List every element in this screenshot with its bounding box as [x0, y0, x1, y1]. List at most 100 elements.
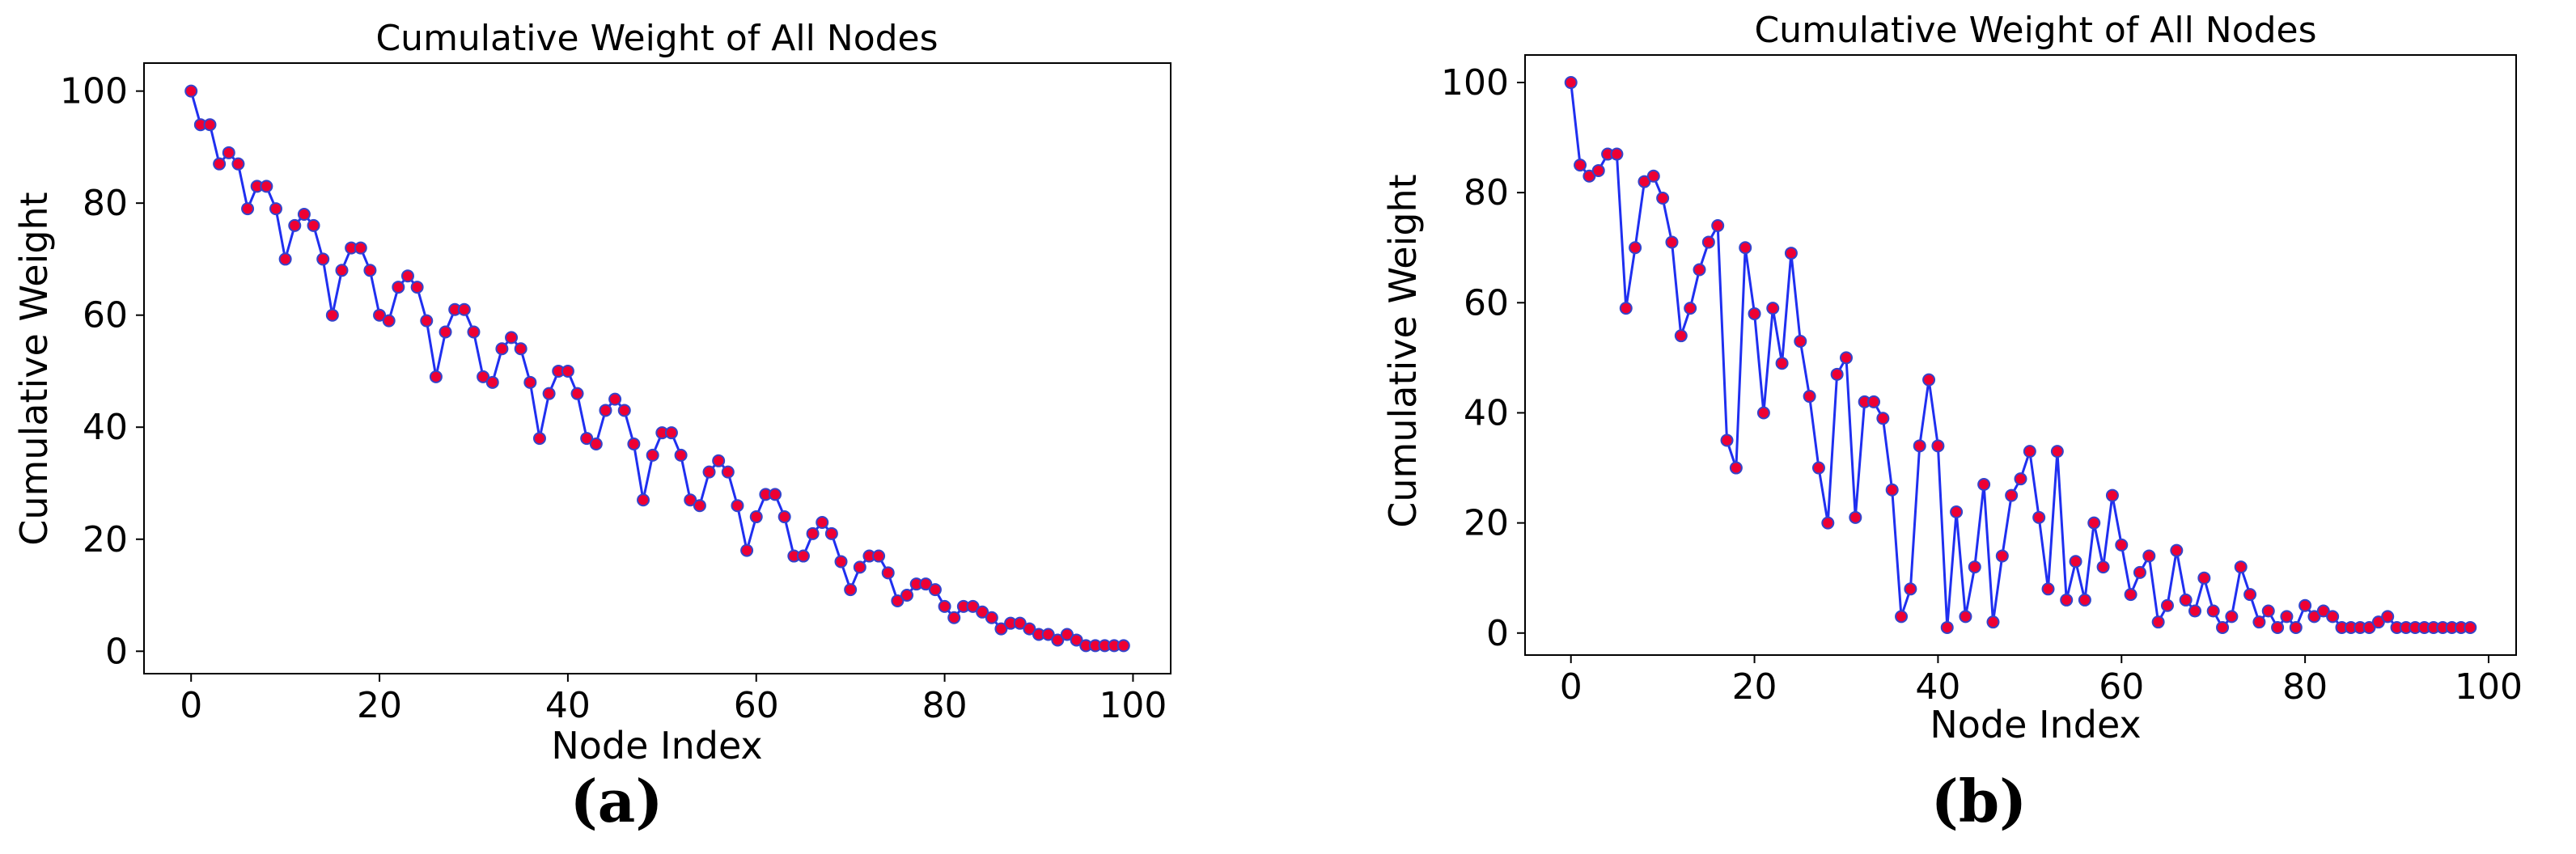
- x-tick-label: 80: [922, 685, 968, 726]
- data-point: [731, 499, 744, 513]
- data-point: [410, 281, 424, 294]
- data-point: [477, 370, 490, 383]
- data-point: [1895, 610, 1909, 624]
- y-tick-label: 40: [83, 407, 128, 448]
- data-point: [288, 218, 302, 232]
- data-point: [2151, 615, 2165, 629]
- data-point: [1849, 510, 1862, 524]
- data-point: [1986, 615, 2000, 629]
- y-tick-label: 0: [1486, 613, 1509, 654]
- data-point: [2371, 615, 2385, 629]
- series-line: [1570, 82, 2471, 629]
- y-axis-label: Cumulative Weight: [1381, 174, 1425, 527]
- data-point: [2243, 588, 2257, 602]
- data-point: [2096, 560, 2110, 574]
- data-point: [608, 392, 622, 406]
- data-point: [966, 599, 980, 613]
- data-point: [439, 325, 452, 339]
- data-point: [307, 218, 320, 232]
- data-point: [2261, 604, 2275, 618]
- panel-label: (b): [1931, 767, 2027, 835]
- data-point: [1116, 639, 1130, 653]
- data-point: [919, 577, 933, 591]
- x-tick-label: 60: [2099, 666, 2144, 708]
- data-point: [1977, 477, 1991, 491]
- data-point: [617, 404, 631, 417]
- x-tick-label: 20: [357, 685, 402, 726]
- data-point: [2170, 543, 2184, 557]
- data-point: [495, 342, 509, 356]
- data-point: [325, 308, 339, 322]
- data-point: [702, 465, 716, 479]
- data-point: [637, 493, 650, 507]
- data-point: [2316, 604, 2330, 618]
- data-point: [769, 488, 782, 501]
- data-point: [2023, 445, 2036, 459]
- data-point: [806, 526, 820, 540]
- data-point: [2216, 620, 2230, 634]
- data-point: [429, 370, 443, 383]
- data-point: [2307, 610, 2321, 624]
- data-point: [2014, 472, 2027, 486]
- data-point: [542, 387, 556, 400]
- data-point: [2188, 604, 2202, 618]
- data-point: [740, 543, 754, 557]
- data-point: [2179, 593, 2193, 607]
- data-point: [373, 308, 387, 322]
- chart-title: Cumulative Weight of All Nodes: [375, 18, 938, 59]
- data-point: [796, 549, 810, 563]
- data-point: [2032, 510, 2046, 524]
- data-point: [777, 510, 791, 524]
- data-point: [2160, 598, 2174, 612]
- data-point: [816, 515, 829, 529]
- data-point: [2050, 445, 2064, 459]
- x-axis-label: Node Index: [551, 724, 762, 767]
- data-point: [1968, 560, 1981, 574]
- data-point: [2142, 549, 2156, 563]
- data-point: [184, 84, 198, 98]
- data-point: [1803, 390, 1816, 404]
- data-point: [844, 583, 858, 597]
- data-point: [664, 426, 678, 440]
- data-point: [382, 314, 396, 328]
- data-point: [2252, 615, 2266, 629]
- data-point: [1950, 505, 1964, 519]
- data-point: [2225, 610, 2239, 624]
- data-point: [947, 611, 961, 624]
- data-point: [2362, 620, 2376, 634]
- data-point: [2298, 598, 2312, 612]
- data-point: [994, 622, 1008, 636]
- data-point: [1023, 622, 1036, 636]
- data-point: [231, 157, 245, 171]
- data-point: [485, 375, 499, 389]
- y-axis-label: Cumulative Weight: [12, 192, 56, 545]
- y-tick-label: 100: [1441, 62, 1509, 104]
- plot-frame: [1524, 54, 2517, 656]
- y-tick-label: 60: [1464, 282, 1509, 323]
- data-point: [2234, 560, 2248, 574]
- data-point: [1701, 235, 1715, 249]
- data-point: [269, 202, 282, 216]
- data-point: [1922, 373, 1936, 387]
- data-point: [2133, 565, 2146, 579]
- data-point: [523, 375, 537, 389]
- data-point: [1693, 263, 1706, 277]
- data-point: [580, 432, 594, 446]
- data-point: [2060, 593, 2074, 607]
- x-tick-label: 0: [180, 685, 202, 726]
- data-point: [457, 302, 471, 316]
- data-point: [2197, 571, 2211, 585]
- y-tick-label: 20: [83, 519, 128, 560]
- data-point: [853, 560, 866, 574]
- x-tick-label: 60: [734, 685, 779, 726]
- plot-frame: [143, 62, 1171, 674]
- data-point: [1720, 433, 1734, 447]
- data-point: [241, 202, 255, 216]
- data-point: [1041, 628, 1055, 641]
- data-point: [514, 342, 527, 356]
- data-point: [1582, 169, 1596, 183]
- data-point: [2280, 610, 2294, 624]
- data-point: [1646, 169, 1660, 183]
- data-point: [400, 269, 414, 283]
- data-point: [1784, 247, 1798, 260]
